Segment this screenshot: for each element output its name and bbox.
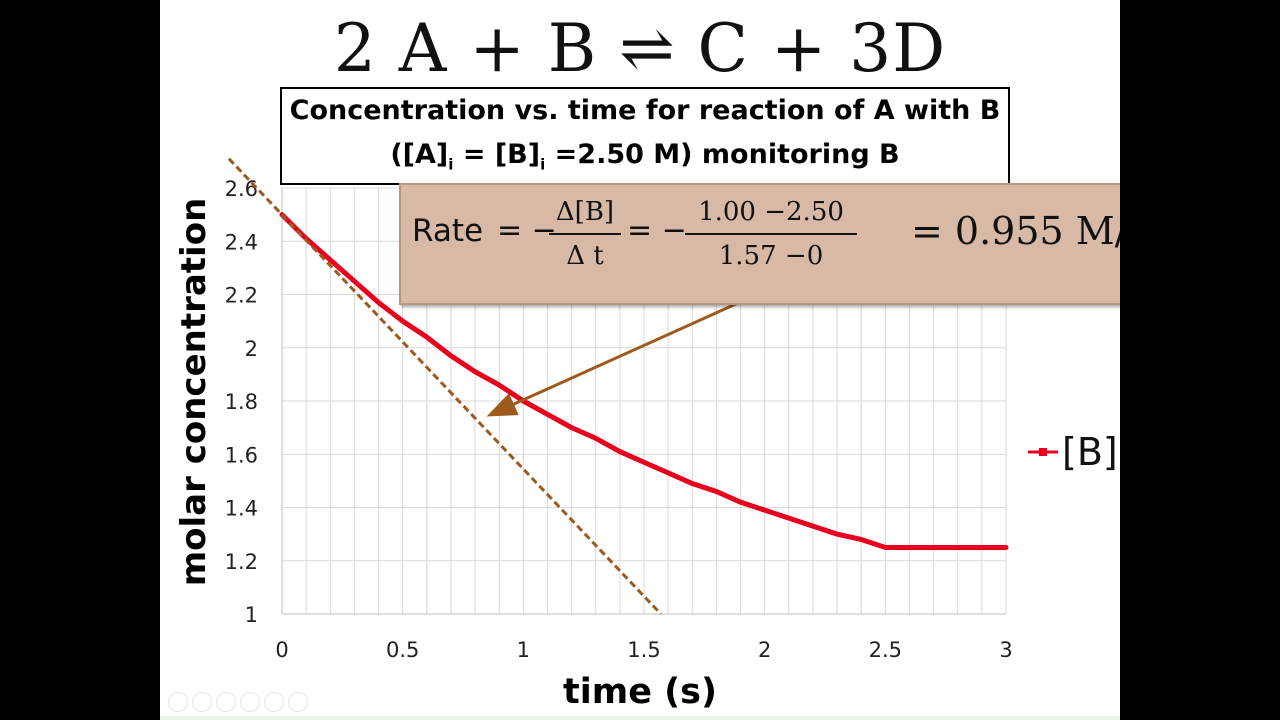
- x-tick-label: 0: [275, 638, 288, 662]
- legend-label: [B]: [1062, 430, 1118, 474]
- slideshow-toolbar[interactable]: [168, 692, 308, 712]
- rate-label: Rate: [412, 213, 484, 249]
- rate-calculation-box: Rate = − Δ[B] Δ t = − 1.00 −2.50 1.57 −0…: [399, 183, 1120, 305]
- x-tick-label: 2: [758, 638, 771, 662]
- legend: [B]: [1028, 430, 1118, 474]
- title-part-c: =2.50 M) monitoring B: [545, 139, 900, 170]
- x-axis-label: time (s): [563, 672, 717, 712]
- title-sub-1: i: [448, 155, 454, 174]
- value-denominator: 1.57 −0: [718, 241, 824, 271]
- tangent-layer: [227, 157, 739, 616]
- x-tick-label: 1.5: [627, 638, 660, 662]
- y-tick-label: 2.6: [225, 177, 258, 201]
- x-tick-label: 1: [517, 638, 530, 662]
- chart-title-box: Concentration vs. time for reaction of A…: [280, 87, 1010, 185]
- pen-icon[interactable]: [216, 692, 236, 712]
- series-layer: [279, 212, 1009, 550]
- bottom-strip: [160, 716, 1120, 720]
- tick-labels: 1 1.2 1.4 1.6 1.8 2 2.2 2.4 2.6 0 0.5 1 1.5 2 2.5 3: [225, 177, 1013, 662]
- chart-title-line-1: Concentration vs. time for reaction of A…: [289, 95, 1001, 126]
- y-tick-label: 1.8: [225, 390, 258, 414]
- chart-title-line-2: ([A]i = [B]i =2.50 M) monitoring B: [282, 133, 1008, 186]
- y-tick-label: 1.6: [225, 443, 258, 467]
- title-part-b: = [B]: [453, 139, 541, 170]
- rate-equals-minus-1: = −: [497, 213, 557, 248]
- zoom-icon[interactable]: [264, 692, 284, 712]
- y-tick-label: 2: [245, 337, 258, 361]
- previous-slide-icon[interactable]: [168, 692, 188, 712]
- title-sub-2: i: [540, 155, 546, 174]
- value-fraction: 1.00 −2.50 1.57 −0: [685, 195, 857, 273]
- tangent-line: [227, 157, 662, 616]
- axes: [281, 188, 1006, 615]
- slides-icon[interactable]: [240, 692, 260, 712]
- y-tick-label: 1.4: [225, 497, 258, 521]
- y-tick-label: 2.2: [225, 284, 258, 308]
- y-tick-label: 1.2: [225, 550, 258, 574]
- delta-denominator: Δ t: [566, 241, 604, 271]
- x-tick-label: 2.5: [869, 638, 902, 662]
- rate-result: = 0.955 M/s: [911, 209, 1120, 253]
- y-tick-label: 1: [245, 603, 258, 627]
- y-axis-label: molar concentration: [174, 197, 214, 587]
- x-tick-label: 0.5: [386, 638, 419, 662]
- fraction-bar-1: [549, 233, 621, 235]
- legend-swatch: [1028, 448, 1058, 456]
- x-tick-label: 3: [999, 638, 1012, 662]
- pointer-arrow: [486, 301, 739, 417]
- rate-equals-minus-2: = −: [627, 213, 687, 248]
- series-line-B: [279, 212, 1009, 550]
- fraction-bar-2: [685, 233, 857, 235]
- slide: 2 A + B ⇌ C + 3D 1 1.2 1.4 1.6 1.8 2 2.2 2.4 2.6…: [160, 0, 1120, 720]
- value-numerator: 1.00 −2.50: [698, 197, 844, 227]
- next-slide-icon[interactable]: [192, 692, 212, 712]
- delta-numerator: Δ[B]: [555, 197, 615, 227]
- y-tick-label: 2.4: [225, 230, 258, 254]
- title-part-a: ([A]: [390, 139, 449, 170]
- more-options-icon[interactable]: [288, 692, 308, 712]
- reaction-equation: 2 A + B ⇌ C + 3D: [333, 10, 947, 87]
- delta-fraction: Δ[B] Δ t: [549, 195, 621, 273]
